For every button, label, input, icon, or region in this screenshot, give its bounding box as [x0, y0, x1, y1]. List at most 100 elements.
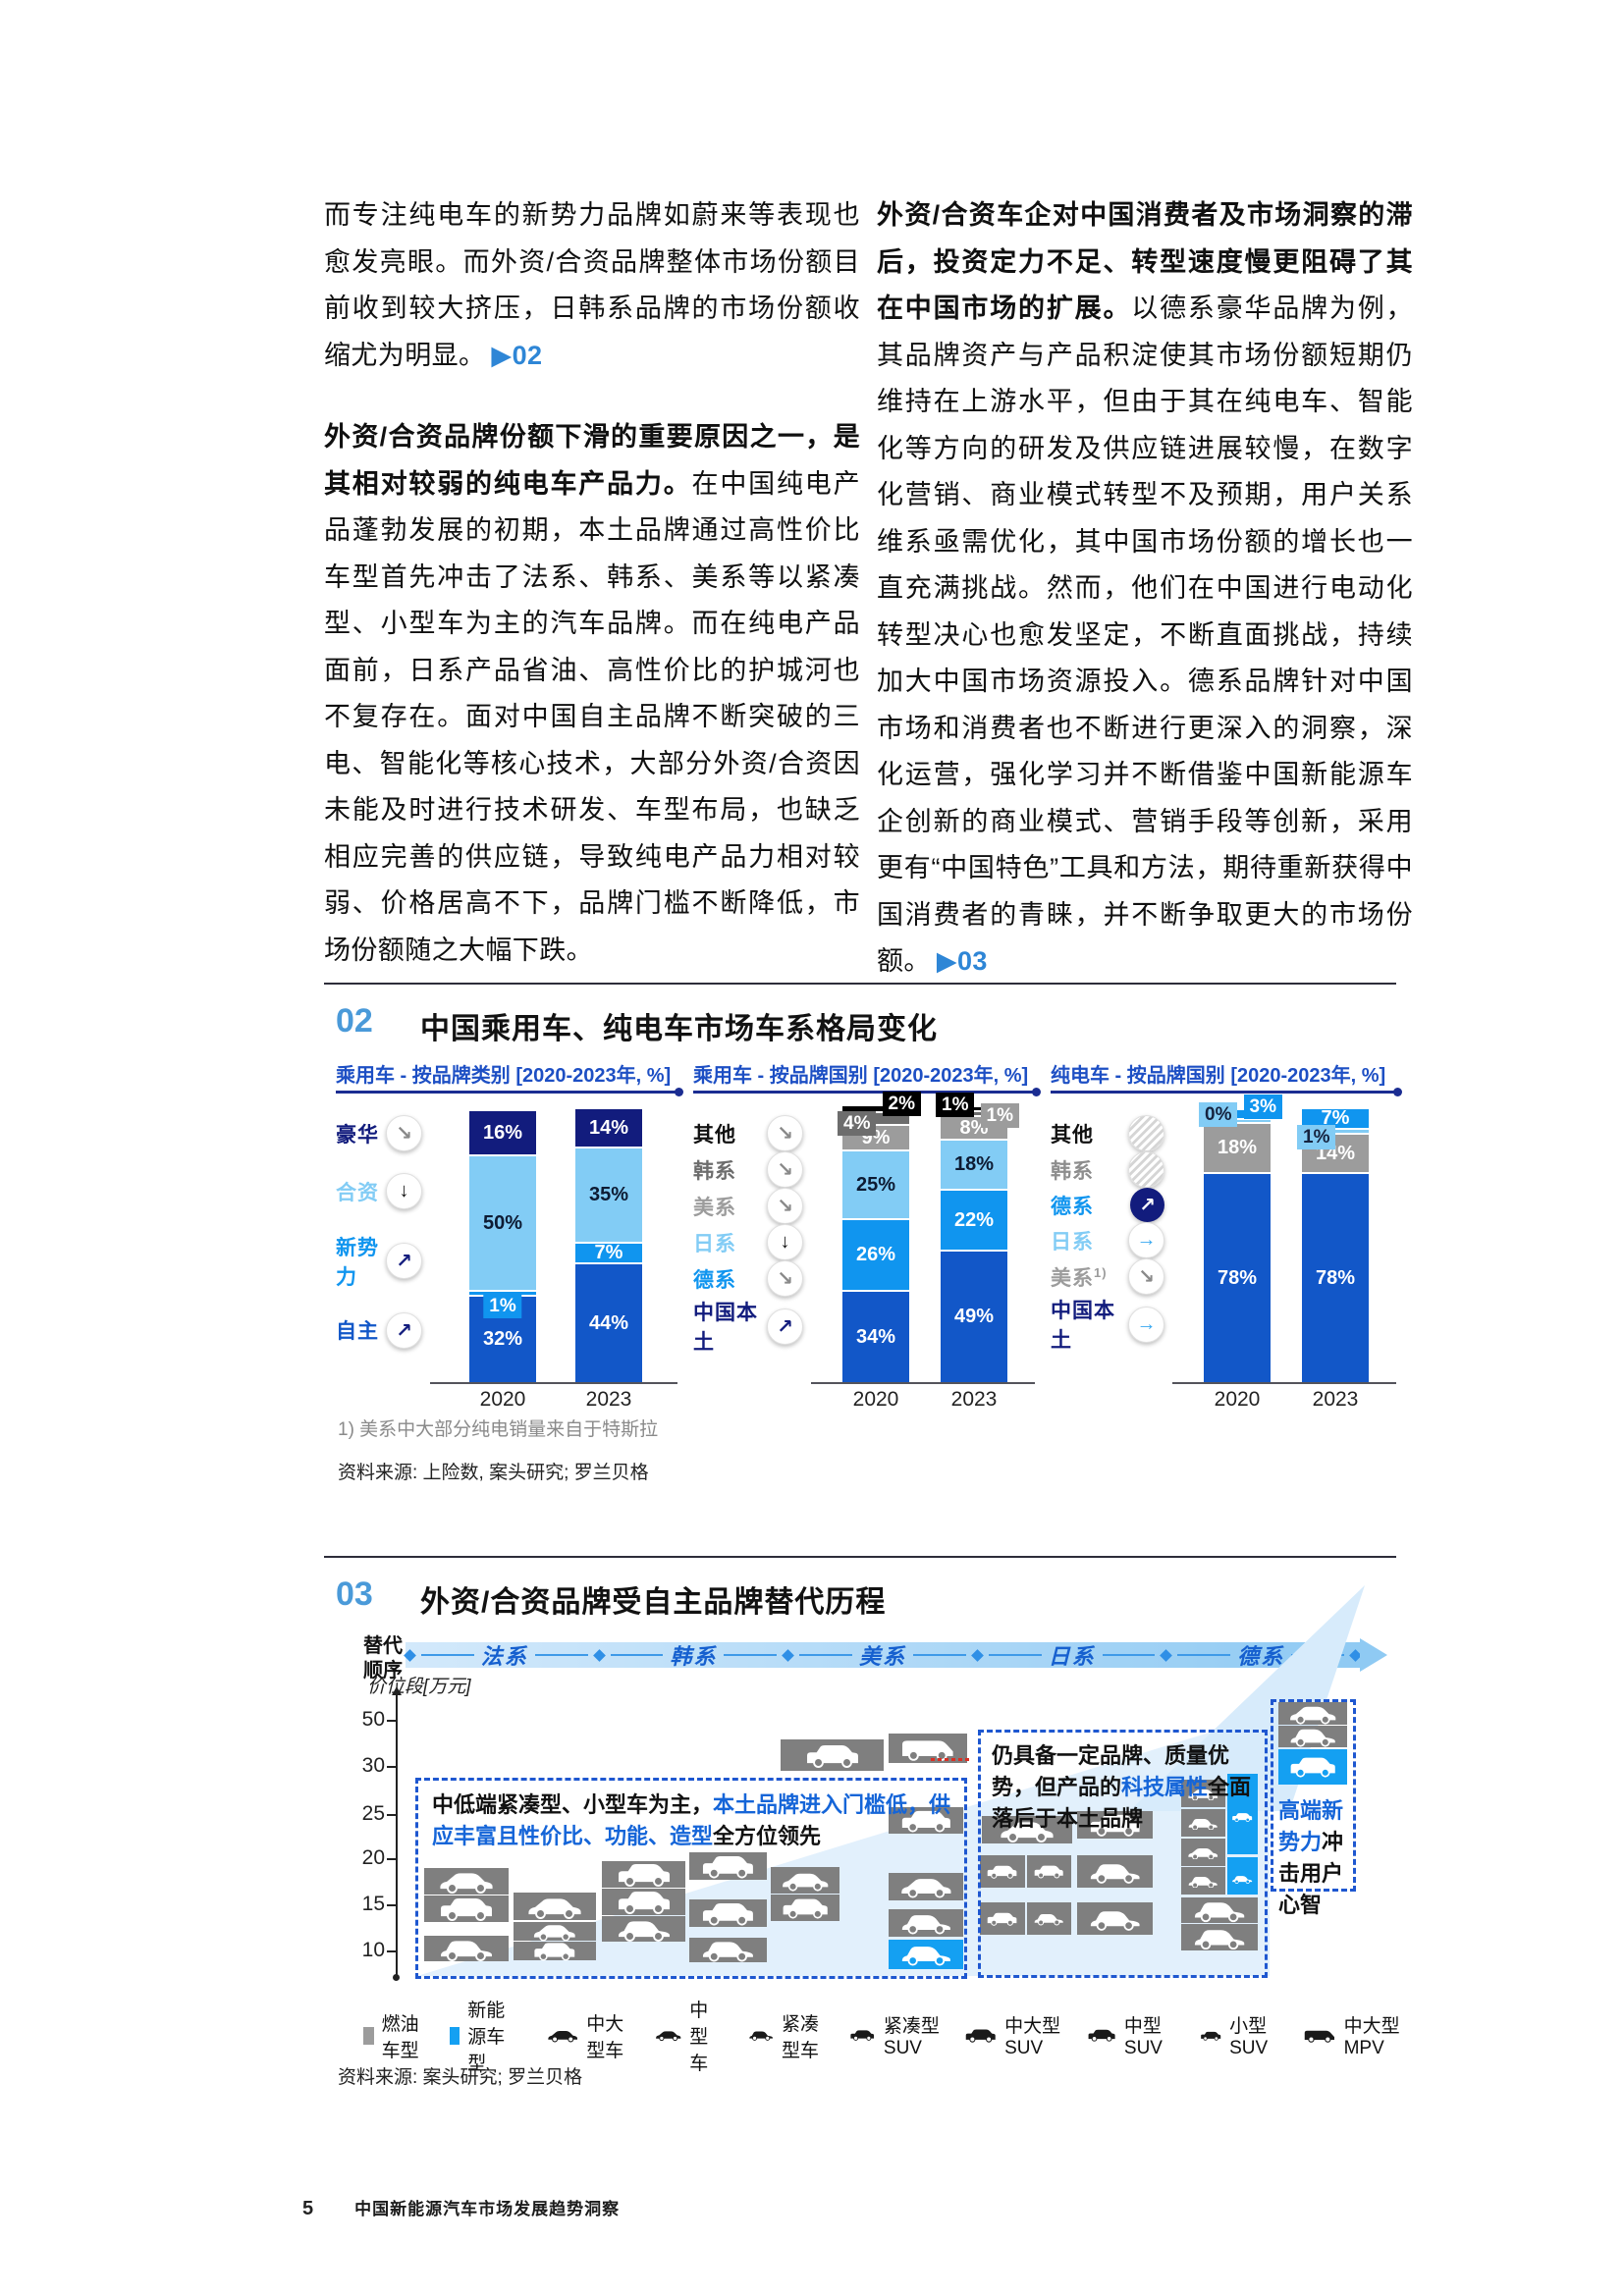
- fuel-vehicle-tile-suv: [689, 1852, 767, 1880]
- figure-03-top-rule: [324, 1556, 1396, 1558]
- figure-03-number: 03: [336, 1575, 373, 1613]
- bar-segment: 35%: [575, 1148, 642, 1242]
- fuel-vehicle-tile-sedan: [982, 1816, 1072, 1843]
- hatch-car-icon: [1033, 1911, 1064, 1926]
- callout-dashed-box-1: [415, 1778, 967, 1979]
- chart-panel: 纯电车 - 按品牌国别 [2020-2023年, %] 其他 韩系 德系 ↗ 日系 → 美系1…: [1051, 1059, 1402, 1412]
- brand-band-segment: 法系: [404, 1639, 595, 1671]
- sedan-car-icon: [1187, 1845, 1218, 1860]
- axis-tick-mark: [387, 1950, 397, 1952]
- legend-label: 豪华: [336, 1123, 379, 1147]
- bar-segment: 50%: [469, 1156, 536, 1290]
- axis-tick-mark: [387, 1904, 397, 1906]
- legend-label: 德系: [1051, 1195, 1094, 1218]
- callout-text-part: 科技属性: [1121, 1774, 1209, 1799]
- trend-arrow-icon: [1128, 1115, 1164, 1151]
- figure-03-canvas: 替代 顺序 法系 韩系 美系 日系 德系 价位段[万元] 50 30 25 20 15 10 中低端紧凑型…: [324, 1556, 1404, 2106]
- trend-arrow-icon: ↘: [767, 1151, 803, 1188]
- sedan-car-icon: [532, 1921, 577, 1942]
- fuel-vehicle-tile-hatch: [1181, 1924, 1258, 1950]
- callout-dashed-box-3: [1271, 1699, 1356, 1892]
- chart-legend: 豪华 ↘ 合资 ↓ 新势力 ↗ 自主 ↗: [336, 1105, 430, 1382]
- bar-segment: 16%: [469, 1111, 536, 1154]
- legend-item: 中大型SUV: [964, 2011, 1063, 2059]
- sedan-car-icon: [1187, 1787, 1218, 1801]
- stacked-bar: 9% 25% 26% 34% 2% 4%: [838, 1092, 921, 1382]
- chart-subtitle-underline: [1051, 1088, 1402, 1096]
- stacked-bar: 18% 78% 0% 3%: [1199, 1095, 1282, 1382]
- bar-value-chip: 1%: [936, 1093, 975, 1117]
- legend-item: 日系 ↓: [693, 1224, 803, 1260]
- chart-legend: 其他 韩系 德系 ↗ 日系 → 美系1) ↘ 中国本土 →: [1051, 1105, 1172, 1382]
- chart-panel: 乘用车 - 按品牌国别 [2020-2023年, %] 其他 ↘ 韩系 ↘ 美系 ↘ 日系 ↓ 德…: [693, 1059, 1041, 1412]
- axis-tick-mark: [387, 1720, 397, 1722]
- fuel-vehicle-tile-hatch: [689, 1938, 767, 1962]
- trend-arrow-icon: ↓: [386, 1173, 422, 1210]
- trend-arrow-icon: ↗: [1130, 1188, 1164, 1222]
- sedan-car-icon: [1288, 1702, 1337, 1725]
- legend-label: 其他: [1051, 1123, 1094, 1147]
- year-label: 2023: [950, 1388, 998, 1411]
- chart-subtitle-underline: [693, 1088, 1041, 1096]
- legend-label: 紧凑型SUV: [883, 2016, 940, 2058]
- bar-segment: 22%: [941, 1191, 1007, 1250]
- legend-label: 其他: [693, 1123, 736, 1147]
- legend-item: 合资 ↓: [336, 1173, 422, 1210]
- bar-value-chip: 1%: [1297, 1125, 1336, 1149]
- axis-tick-label: 30: [361, 1754, 385, 1777]
- year-label: 2020: [479, 1388, 526, 1411]
- legend-item: 新势力 ↗: [336, 1232, 422, 1291]
- fuel-vehicle-tile-sedan: [889, 1873, 963, 1900]
- axis-tick-label: 50: [361, 1708, 385, 1731]
- brand-band-segment: 美系: [782, 1639, 973, 1671]
- year-label: 2023: [1312, 1388, 1359, 1411]
- suv-car-icon: [964, 2023, 997, 2048]
- fuel-vehicle-tile-mpv: [889, 1734, 971, 1763]
- nev-vehicle-tile-hatch: [889, 1940, 963, 1969]
- axis-tick-label: 15: [361, 1893, 385, 1915]
- legend-color-swatch: [449, 2026, 460, 2045]
- callout-text-part: 全面落后于本土品牌: [992, 1774, 1252, 1831]
- fuel-vehicle-tile-suv: [602, 1861, 685, 1888]
- sedan-car-icon: [438, 1868, 495, 1895]
- legend-label: 中型SUV: [1123, 2016, 1163, 2058]
- sedan-car-icon: [999, 1817, 1056, 1843]
- suv-car-icon: [986, 1911, 1018, 1926]
- diamond-marker: [404, 1648, 416, 1662]
- fuel-vehicle-tile-suv: [602, 1889, 685, 1915]
- fuel-vehicle-tile-suv: [980, 1902, 1025, 1935]
- chart-plot: 18% 78% 0% 3% 7% 14% 78% 1% 2020 2023: [1172, 1095, 1400, 1412]
- hatch-car-icon: [1187, 1816, 1218, 1831]
- suv-car-icon: [1088, 1812, 1142, 1838]
- brand-label: 日系: [1048, 1644, 1096, 1669]
- hatch-car-icon: [438, 1936, 495, 1962]
- trend-arrow-icon: ↘: [767, 1115, 803, 1151]
- suv-car-icon: [700, 1853, 756, 1879]
- bar-segment: 7%: [575, 1242, 642, 1263]
- year-axis-labels: 2020 2023: [430, 1388, 681, 1412]
- callout-text-part: 中低端紧凑型、小型车为主，: [432, 1792, 714, 1817]
- nev-vehicle-tile-suv: [1278, 1749, 1347, 1785]
- legend-color-swatch: [363, 2026, 374, 2045]
- fuel-vehicle-tile-hatch: [1077, 1902, 1153, 1935]
- sedan-car-icon: [526, 1894, 583, 1920]
- fuel-vehicle-tile-hatch: [1077, 1855, 1153, 1888]
- legend-label: 小型SUV: [1229, 2016, 1269, 2058]
- page-footer: 5 中国新能源汽车市场发展趋势洞察: [302, 2195, 620, 2220]
- paragraph-text: 在中国纯电产品蓬勃发展的初期，本土品牌通过高性价比车型首先冲击了法系、韩系、美系…: [324, 468, 860, 965]
- hatch-car-icon: [1231, 1871, 1253, 1884]
- bar-value-chip: 4%: [838, 1111, 877, 1136]
- fuel-vehicle-tile-hatch: [1181, 1809, 1225, 1837]
- figure-03-title: 外资/合资品牌受自主品牌替代历程: [420, 1586, 887, 1619]
- brand-band-segment: 日系: [970, 1639, 1163, 1671]
- suv-car-icon: [616, 1889, 673, 1915]
- legend-label: 中大型车: [586, 2013, 624, 2061]
- trend-arrow-icon: ↓: [767, 1224, 803, 1260]
- article-left-paragraph: 外资/合资品牌份额下滑的重要原因之一，是其相对较弱的纯电车产品力。在中国纯电产品…: [324, 414, 860, 974]
- figure-reference-marker: ▶02: [491, 340, 543, 370]
- chart-plot: 9% 25% 26% 34% 2% 4% 8% 18% 22% 49% 1% 1% 2020 2023: [811, 1092, 1039, 1412]
- chart-body: 其他 ↘ 韩系 ↘ 美系 ↘ 日系 ↓ 德系 ↘ 中国本土 ↗ 9% 25% 26% 34% 2% 4% 8% 18%…: [693, 1092, 1039, 1412]
- diamond-marker: [782, 1648, 795, 1662]
- figure-reference-marker: ▶03: [936, 946, 988, 976]
- fuel-vehicle-tile-sedan: [514, 1921, 596, 1942]
